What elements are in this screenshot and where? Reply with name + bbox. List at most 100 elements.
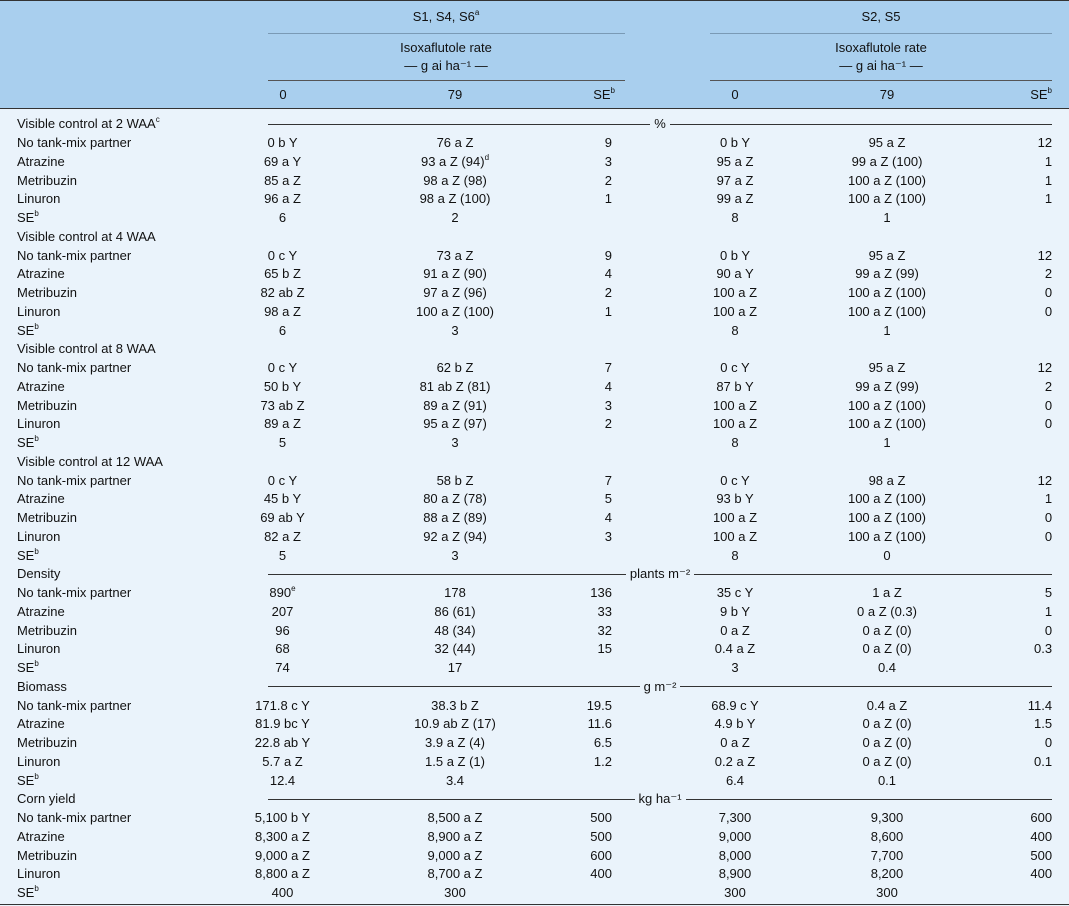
cell-text: 100 a Z xyxy=(712,285,758,301)
cell: 3 xyxy=(325,546,585,565)
label-text: Atrazine xyxy=(17,603,65,619)
label-text: SE xyxy=(17,435,35,451)
cell-text: 1 xyxy=(1044,491,1053,507)
cell-text: 2 xyxy=(1044,378,1053,394)
footnote-mark: b xyxy=(610,86,615,95)
rule xyxy=(268,686,640,688)
unit-label: — g ai ha⁻¹ — xyxy=(404,58,488,73)
cell: 0 c Y xyxy=(240,246,325,265)
cell-text: 500 xyxy=(590,810,612,826)
cell-text: 0.4 a Z xyxy=(714,641,756,657)
cell-text: 1.2 xyxy=(593,753,612,769)
cell: 11.4 xyxy=(944,696,1069,715)
cell-text: 100 a Z xyxy=(712,528,758,544)
cell: 93 a Z (94)d xyxy=(325,153,585,172)
rule xyxy=(268,573,626,575)
cell: 1 xyxy=(830,434,944,453)
cell: 5 xyxy=(240,434,325,453)
cell-text: 171.8 c Y xyxy=(255,697,310,713)
cell-text: 1.5 xyxy=(1033,716,1053,732)
cell-text: 0 a Z (0) xyxy=(862,753,912,769)
se-row: SEb 6 2 8 1 xyxy=(0,209,1069,228)
label-text: Visible control at 8 WAA xyxy=(17,341,156,357)
cell: 400 xyxy=(944,865,1069,884)
cell: 4.9 b Y xyxy=(640,715,830,734)
cell-text: 98 a Z xyxy=(264,303,301,319)
cell: 2 xyxy=(944,265,1069,284)
data-row: Metribuzin 96 48 (34) 32 0 a Z 0 a Z (0) 0 xyxy=(0,621,1069,640)
cell: 11.6 xyxy=(585,715,640,734)
cell-text: 3 xyxy=(604,528,612,544)
row-label: Atrazine xyxy=(0,603,240,622)
cell: 7,700 xyxy=(830,846,944,865)
row-label: Atrazine xyxy=(0,828,240,847)
cell xyxy=(944,884,1069,903)
cell-text: 100 a Z xyxy=(712,416,758,432)
cell-text: 9,000 xyxy=(718,828,752,844)
cell: 136 xyxy=(585,584,640,603)
cell-text: 79 xyxy=(447,87,463,102)
cell-text: 0.1 xyxy=(877,772,897,788)
cell-text: 1.5 a Z (1) xyxy=(425,753,485,769)
data-row: Atrazine 207 86 (61) 33 9 b Y 0 a Z (0.3) 1 xyxy=(0,603,1069,622)
group-text: S1, S4, S6 xyxy=(412,9,475,24)
footnote-mark: d xyxy=(484,152,490,162)
label-text: Linuron xyxy=(17,528,61,544)
cell-text: 400 xyxy=(1030,828,1053,844)
cell-text: 1 xyxy=(883,322,891,338)
cell-text: 0 b Y xyxy=(719,247,751,263)
cell: 0 a Z (0) xyxy=(830,621,944,640)
cell xyxy=(944,546,1069,565)
cell: 0 xyxy=(944,734,1069,753)
cell-text: 0 b Y xyxy=(719,135,751,151)
cell: 3 xyxy=(325,321,585,340)
unit-divider: kg ha⁻¹ xyxy=(240,790,1069,808)
cell-text: 3.4 xyxy=(445,772,465,788)
cell: 100 a Z (100) xyxy=(830,509,944,528)
data-row: Linuron 98 a Z 100 a Z (100) 1 100 a Z 100 a … xyxy=(0,303,1069,322)
cell: 12 xyxy=(944,359,1069,378)
cell: 50 b Y xyxy=(240,378,325,397)
cell: 5 xyxy=(944,584,1069,603)
unit-cell: % xyxy=(240,115,1069,134)
cell: 96 a Z xyxy=(240,190,325,209)
cell: 8,300 a Z xyxy=(240,828,325,847)
label-text: Linuron xyxy=(17,303,61,319)
cell-text: SE xyxy=(593,87,611,102)
data-row: Linuron 82 a Z 92 a Z (94) 3 100 a Z 100 a Z … xyxy=(0,528,1069,547)
footnote-mark: e xyxy=(291,584,296,594)
cell-text: 97 a Z xyxy=(716,172,754,188)
cell: 12 xyxy=(944,246,1069,265)
label-text: Linuron xyxy=(17,416,61,432)
cell-text: 82 ab Z xyxy=(260,285,305,301)
cell-text: 74 xyxy=(275,660,290,676)
cell-text: 50 b Y xyxy=(263,378,302,394)
row-label: Metribuzin xyxy=(0,734,240,753)
row-label: Atrazine xyxy=(0,265,240,284)
data-row: Atrazine 45 b Y 80 a Z (78) 5 93 b Y 100 a Z … xyxy=(0,490,1069,509)
cell-text: SE xyxy=(1030,87,1048,102)
cell: 58 b Z xyxy=(325,471,585,490)
cell-text: 89 a Z xyxy=(264,416,301,432)
footnote-mark: b xyxy=(1047,86,1052,95)
footnote-mark: b xyxy=(34,209,39,219)
cell: 8 xyxy=(640,209,830,228)
cell: 3 xyxy=(585,396,640,415)
label-text: Visible control at 12 WAA xyxy=(17,453,163,469)
cell-text: 35 c Y xyxy=(716,585,754,601)
cell-text: 8,600 xyxy=(870,828,904,844)
row-label: Linuron xyxy=(0,640,240,659)
data-row: No tank-mix partner 0 b Y 76 a Z 9 0 b Y 95 a… xyxy=(0,134,1069,153)
data-row: Metribuzin 22.8 ab Y 3.9 a Z (4) 6.5 0 a Z 0 … xyxy=(0,734,1069,753)
cell-text: 69 a Y xyxy=(263,153,302,169)
cell: 15 xyxy=(585,640,640,659)
cell: 12.4 xyxy=(240,771,325,790)
label-text: Linuron xyxy=(17,753,61,769)
data-row: Atrazine 69 a Y 93 a Z (94)d 3 95 a Z 99 a Z … xyxy=(0,153,1069,172)
cell-text: 0.1 xyxy=(1033,753,1053,769)
cell-text: 0 xyxy=(1044,397,1053,413)
unit-label: g m⁻² xyxy=(643,678,677,694)
cell: 12 xyxy=(944,134,1069,153)
cell-text: 95 a Z xyxy=(868,135,906,151)
cell: 0.1 xyxy=(830,771,944,790)
